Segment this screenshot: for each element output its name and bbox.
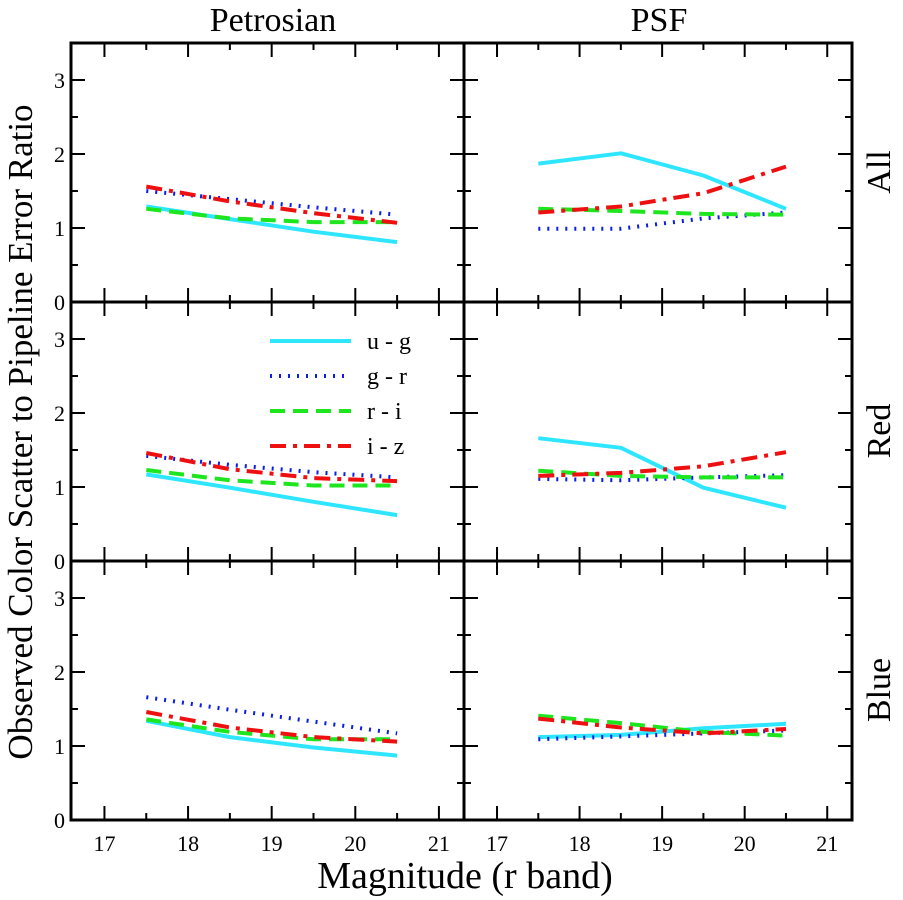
column-title-psf: PSF (631, 2, 688, 39)
legend-label: u - g (367, 329, 411, 355)
y-tick-label: 3 (54, 586, 65, 611)
panel-frame (462, 300, 854, 563)
y-tick-label: 2 (54, 401, 65, 426)
panel-psf-blue: 17 18 19 20 21 (462, 559, 854, 856)
series-line-r-i (146, 206, 398, 225)
series-line-i-z (538, 716, 787, 736)
series-line-u-g (145, 718, 398, 758)
series-line-g-r (146, 453, 398, 480)
legend-item: r - i (270, 399, 402, 425)
series-line-u-g (538, 151, 787, 211)
legend: u - g g - r r - i i - z (270, 329, 411, 460)
y-tick-label: 1 (54, 475, 65, 500)
y-tick-label: 0 (54, 549, 65, 574)
y-tick-label: 0 (54, 808, 65, 833)
y-tick-label: 3 (54, 68, 65, 93)
series-line-i-z (145, 451, 398, 484)
y-tick-label: 3 (54, 327, 65, 352)
series-line-i-z (538, 450, 787, 478)
series-group (145, 184, 398, 245)
y-tick-label: 2 (54, 142, 65, 167)
series-line-u-g (145, 472, 398, 518)
series-group (538, 713, 787, 742)
row-label-red: Red (861, 404, 898, 459)
x-tick-label: 19 (651, 831, 673, 856)
series-group (538, 151, 787, 231)
series-line-r-i (146, 468, 398, 488)
series-group (145, 695, 398, 758)
panels-group: 0 1 2 3 0 1 2 3 0 1 2 3 17 18 19 20 21 17 18 19 20 21 (54, 41, 854, 856)
series-line-g-r (538, 210, 787, 231)
y-tick-label: 1 (54, 216, 65, 241)
panel-petrosian-all: 0 1 2 3 (54, 41, 466, 315)
panel-frame (462, 41, 854, 304)
row-label-all: All (861, 150, 898, 193)
x-tick-label: 20 (344, 831, 366, 856)
y-tick-label: 1 (54, 734, 65, 759)
series-line-r-i (538, 713, 787, 738)
row-label-blue: Blue (861, 658, 898, 722)
panel-frame (462, 559, 854, 822)
panel-petrosian-blue: 0 1 2 3 17 18 19 20 21 (54, 559, 466, 856)
y-tick-label: 0 (54, 290, 65, 315)
series-line-u-g (538, 436, 787, 510)
column-title-petrosian: Petrosian (210, 2, 337, 39)
y-axis-title: Observed Color Scatter to Pipeline Error… (1, 104, 40, 759)
series-line-i-z (145, 184, 398, 225)
series-line-i-z (145, 710, 398, 744)
series-line-u-g (146, 204, 398, 245)
series-line-u-g (538, 721, 787, 740)
x-tick-label: 18 (177, 831, 199, 856)
x-tick-label: 20 (734, 831, 756, 856)
x-tick-label: 17 (486, 831, 508, 856)
panel-frame (69, 559, 466, 822)
x-tick-label: 19 (261, 831, 283, 856)
series-group (145, 451, 398, 518)
x-tick-label: 18 (569, 831, 591, 856)
x-tick-label: 21 (816, 831, 838, 856)
series-line-r-i (538, 206, 787, 217)
legend-label: g - r (367, 364, 407, 390)
legend-label: i - z (367, 434, 404, 460)
series-line-i-z (538, 164, 787, 215)
legend-item: u - g (270, 329, 411, 355)
y-tick-label: 2 (54, 660, 65, 685)
panel-psf-red (462, 300, 854, 563)
legend-item: g - r (270, 364, 407, 390)
series-line-r-i (538, 468, 786, 480)
x-tick-label: 17 (93, 831, 115, 856)
x-axis-title: Magnitude (r band) (317, 855, 612, 897)
panel-frame (69, 41, 466, 304)
series-group (538, 436, 787, 510)
x-tick-label: 21 (428, 831, 450, 856)
legend-item: i - z (270, 434, 404, 460)
series-line-g-r (146, 695, 398, 736)
legend-label: r - i (367, 399, 402, 425)
panel-psf-all (462, 41, 854, 304)
